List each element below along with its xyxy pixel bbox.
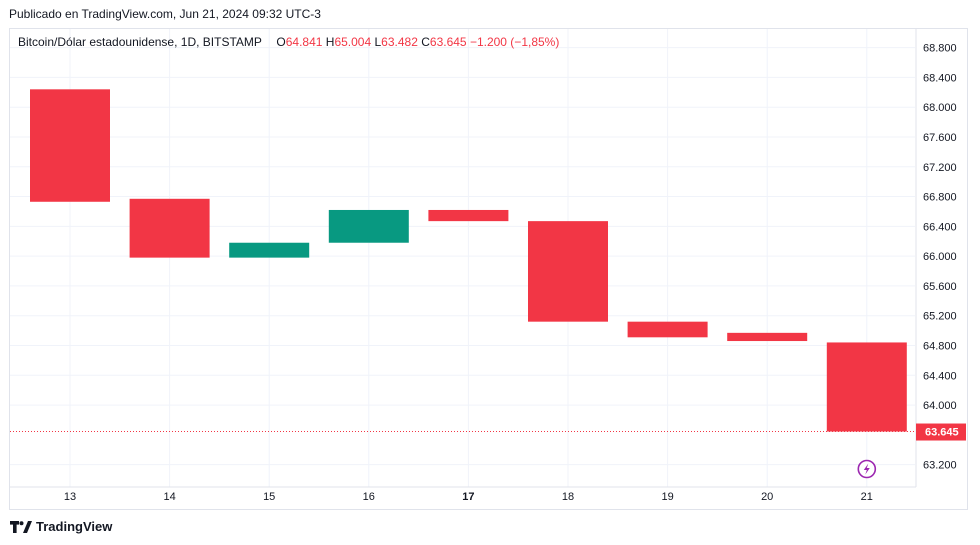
tradingview-brand-name: TradingView [36, 519, 113, 534]
y-tick-label: 67.200 [923, 162, 957, 174]
low-label: L [374, 35, 382, 49]
y-tick-label: 66.800 [923, 192, 957, 204]
candle-body [30, 89, 110, 202]
x-tick-label: 20 [761, 491, 773, 503]
candle-body [727, 332, 808, 342]
x-tick-label: 17 [462, 491, 474, 503]
lightning-bolt-icon [863, 463, 870, 475]
y-tick-label: 63.200 [923, 460, 957, 472]
open-value: 64.841 [285, 35, 323, 49]
candle-body [328, 209, 409, 243]
candle-body [129, 198, 210, 258]
x-tick-label: 21 [861, 491, 873, 503]
chart-frame [9, 28, 968, 510]
candle-body [528, 221, 608, 322]
y-tick-label: 64.800 [923, 341, 957, 353]
grid-lines [10, 29, 915, 487]
y-tick-label: 66.000 [923, 251, 957, 263]
y-tick-label: 64.000 [923, 400, 957, 412]
x-tick-label: 15 [263, 491, 275, 503]
symbol-name[interactable]: Bitcoin/Dólar estadounidense, 1D, BITSTA… [18, 35, 262, 49]
candle-body [627, 321, 708, 338]
candles [30, 89, 907, 432]
close-value: 63.645 [429, 35, 467, 49]
time-axis: 13 14 15 16 17 18 19 20 21 [10, 486, 916, 503]
x-tick-label: 16 [363, 491, 375, 503]
x-tick-label: 14 [163, 491, 175, 503]
price-axis: 63.200 64.000 64.400 64.800 65.200 65.600 66.0… [915, 29, 957, 487]
published-caption: Publicado en TradingView.com, Jun 21, 20… [9, 7, 321, 21]
x-tick-label: 18 [562, 491, 574, 503]
last-price-label-bg [916, 423, 966, 441]
tradingview-logo[interactable]: TradingView [10, 519, 112, 534]
y-tick-label: 68.400 [923, 72, 957, 84]
y-tick-label: 65.600 [923, 281, 957, 293]
y-tick-label: 66.400 [923, 221, 957, 233]
high-value: 65.004 [334, 35, 372, 49]
candle-body [826, 342, 907, 432]
tradingview-logo-icon [10, 520, 32, 533]
candle-body [229, 242, 310, 258]
symbol-legend[interactable]: Bitcoin/Dólar estadounidense, 1D, BITSTA… [18, 35, 559, 49]
chart-extras: 63.645 [10, 423, 966, 479]
low-value: 63.482 [381, 35, 418, 49]
candle-body [428, 209, 509, 222]
change-value: −1.200 (−1,85%) [469, 35, 560, 49]
y-tick-label: 67.600 [923, 132, 957, 144]
y-tick-label: 65.200 [923, 311, 957, 323]
y-tick-label: 68.800 [923, 43, 957, 55]
high-label: H [325, 35, 335, 49]
y-tick-label: 68.000 [923, 102, 957, 114]
last-price-label: 63.645 [925, 427, 959, 439]
x-tick-label: 19 [661, 491, 673, 503]
close-label: C [421, 35, 430, 49]
y-tick-label: 64.400 [923, 370, 957, 382]
open-label: O [276, 35, 286, 49]
x-tick-label: 13 [64, 491, 76, 503]
